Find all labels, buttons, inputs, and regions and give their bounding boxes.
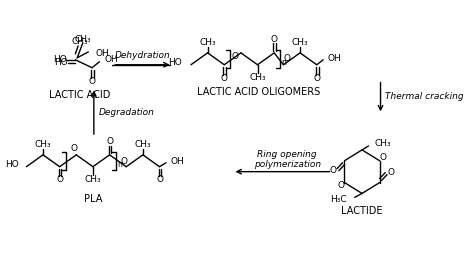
Text: n: n xyxy=(118,160,122,169)
Text: O: O xyxy=(387,168,394,177)
Text: LACTIC ACID OLIGOMERS: LACTIC ACID OLIGOMERS xyxy=(197,88,320,98)
Text: OH: OH xyxy=(171,157,184,166)
Text: O: O xyxy=(89,77,96,86)
Text: HO: HO xyxy=(5,160,19,169)
Text: O: O xyxy=(337,181,344,190)
Text: HO: HO xyxy=(54,58,67,67)
Text: O: O xyxy=(156,175,163,184)
Text: CH₃: CH₃ xyxy=(135,140,151,149)
Text: O: O xyxy=(271,35,278,43)
Text: OH: OH xyxy=(105,55,118,64)
Text: CH₃: CH₃ xyxy=(35,140,51,149)
Text: CH₃: CH₃ xyxy=(74,35,91,43)
Text: CH₃: CH₃ xyxy=(85,175,101,184)
Text: O: O xyxy=(121,157,128,166)
Text: HO: HO xyxy=(168,58,182,67)
Text: O: O xyxy=(283,54,291,63)
Text: O: O xyxy=(232,52,239,61)
Text: OH: OH xyxy=(328,54,342,63)
Text: CH₃: CH₃ xyxy=(72,37,88,47)
Text: PLA: PLA xyxy=(84,194,102,204)
Text: O: O xyxy=(380,153,387,162)
Text: n: n xyxy=(281,58,286,67)
Text: O: O xyxy=(70,144,77,153)
Text: O: O xyxy=(221,74,228,83)
Text: CH₃: CH₃ xyxy=(249,73,266,82)
Text: LACTIC ACID: LACTIC ACID xyxy=(49,90,110,101)
Text: CH₃: CH₃ xyxy=(375,139,392,148)
Text: Ring opening
polymerization: Ring opening polymerization xyxy=(254,150,321,170)
Text: CH₃: CH₃ xyxy=(199,39,216,47)
Text: OH: OH xyxy=(96,49,109,58)
Text: O: O xyxy=(106,137,113,147)
Text: O: O xyxy=(56,175,63,184)
Text: HO: HO xyxy=(53,55,66,64)
Text: Degradation: Degradation xyxy=(99,108,155,117)
Text: LACTIDE: LACTIDE xyxy=(341,206,383,216)
Text: Thermal cracking: Thermal cracking xyxy=(385,93,464,101)
Text: O: O xyxy=(330,166,337,175)
Text: CH₃: CH₃ xyxy=(292,39,309,47)
Text: H₃C: H₃C xyxy=(330,195,347,204)
Text: Dehydration: Dehydration xyxy=(115,51,170,60)
Text: O: O xyxy=(313,74,320,83)
